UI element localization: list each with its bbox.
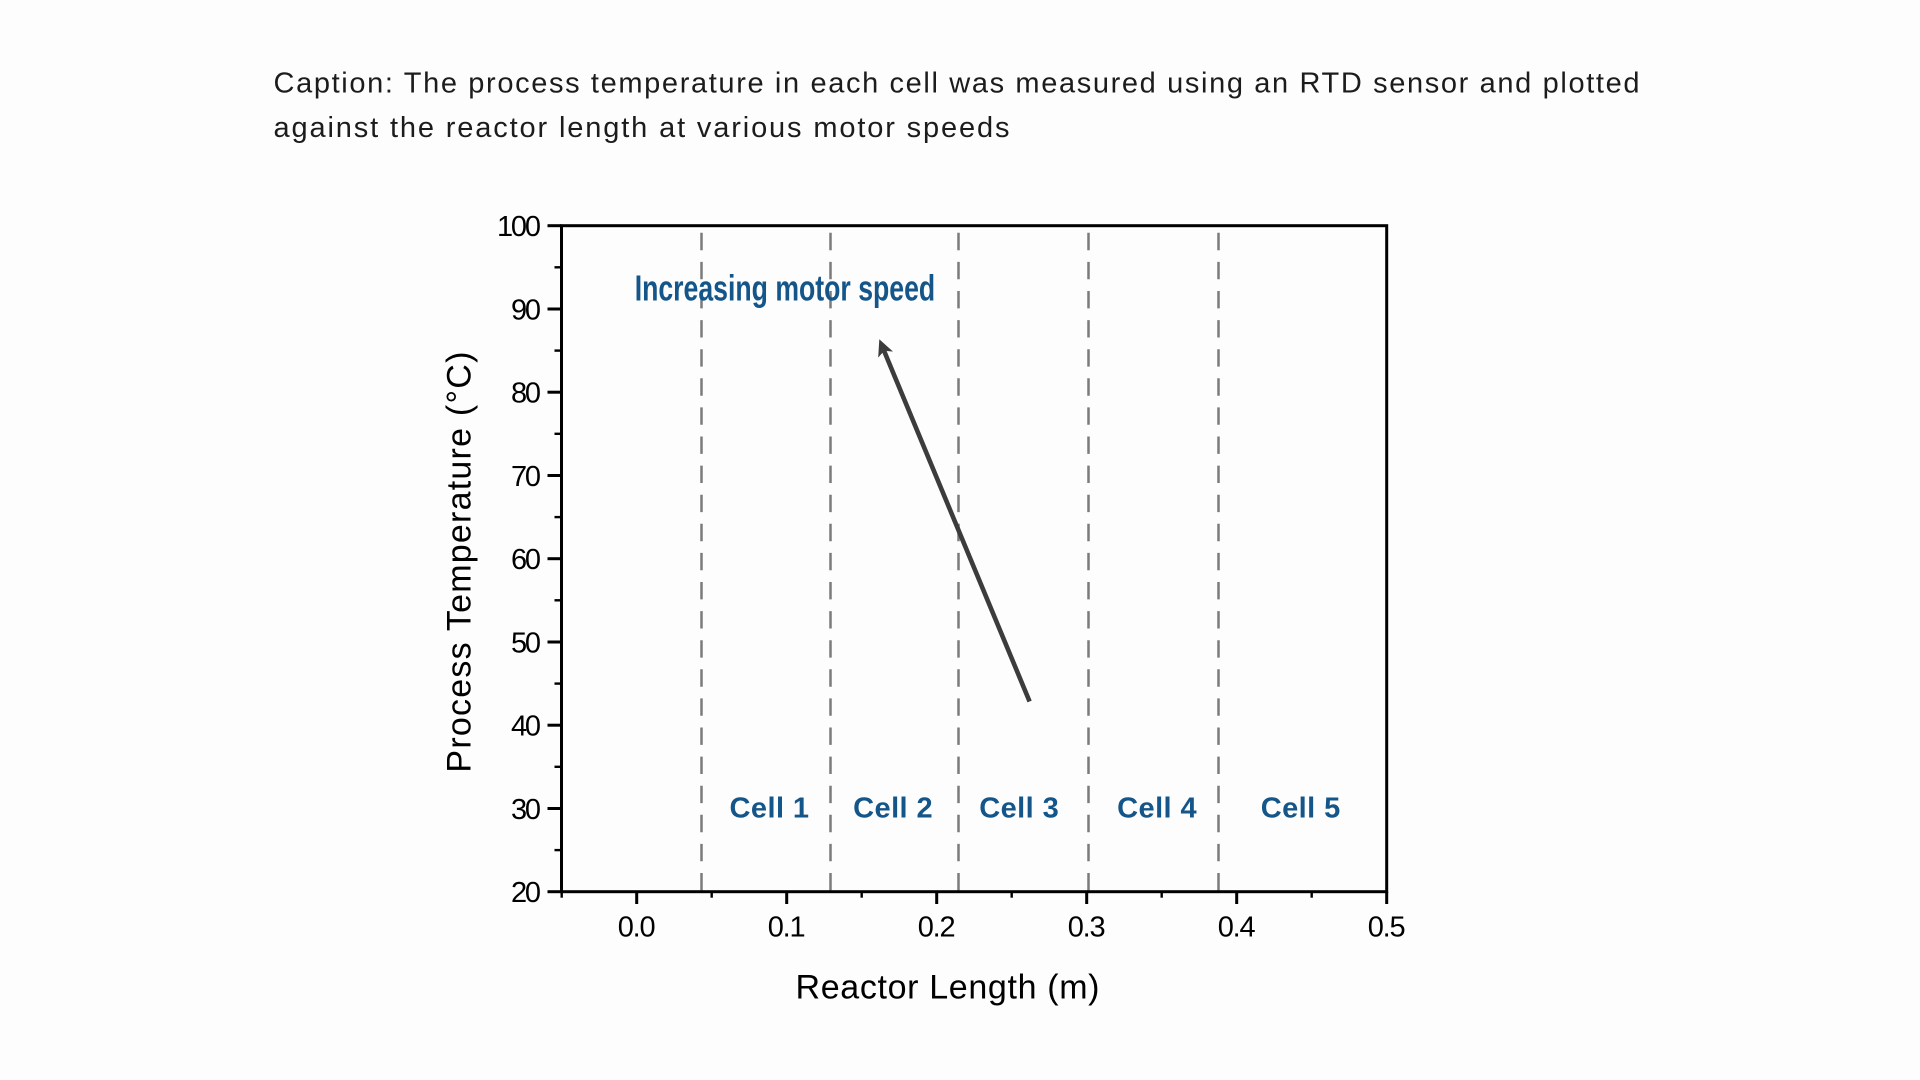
svg-text:0.2: 0.2	[918, 911, 956, 943]
svg-text:80: 80	[511, 378, 541, 410]
svg-text:Caption: The process temperatu: Caption: The process temperature in each…	[274, 68, 1640, 100]
svg-text:Cell 3: Cell 3	[979, 793, 1059, 825]
svg-text:30: 30	[511, 794, 541, 826]
svg-text:Cell 4: Cell 4	[1117, 793, 1197, 825]
svg-text:Cell 2: Cell 2	[853, 793, 933, 825]
svg-text:0.5: 0.5	[1368, 911, 1406, 943]
svg-text:40: 40	[511, 711, 541, 743]
svg-text:0.0: 0.0	[618, 911, 656, 943]
svg-text:100: 100	[497, 211, 541, 243]
svg-text:90: 90	[511, 295, 541, 327]
svg-text:70: 70	[511, 461, 541, 493]
svg-text:20: 20	[511, 877, 541, 909]
svg-text:Cell 1: Cell 1	[730, 793, 810, 825]
svg-text:against the reactor length at: against the reactor length at various mo…	[274, 112, 1010, 144]
svg-text:Process Temperature (°C): Process Temperature (°C)	[441, 352, 479, 773]
svg-text:0.3: 0.3	[1068, 911, 1106, 943]
svg-text:Reactor Length (m): Reactor Length (m)	[796, 968, 1100, 1006]
svg-text:Increasing motor speed: Increasing motor speed	[635, 267, 936, 308]
svg-text:0.4: 0.4	[1218, 911, 1256, 943]
svg-text:0.1: 0.1	[768, 911, 806, 943]
svg-text:50: 50	[511, 628, 541, 660]
svg-text:60: 60	[511, 544, 541, 576]
svg-text:Cell 5: Cell 5	[1261, 793, 1341, 825]
